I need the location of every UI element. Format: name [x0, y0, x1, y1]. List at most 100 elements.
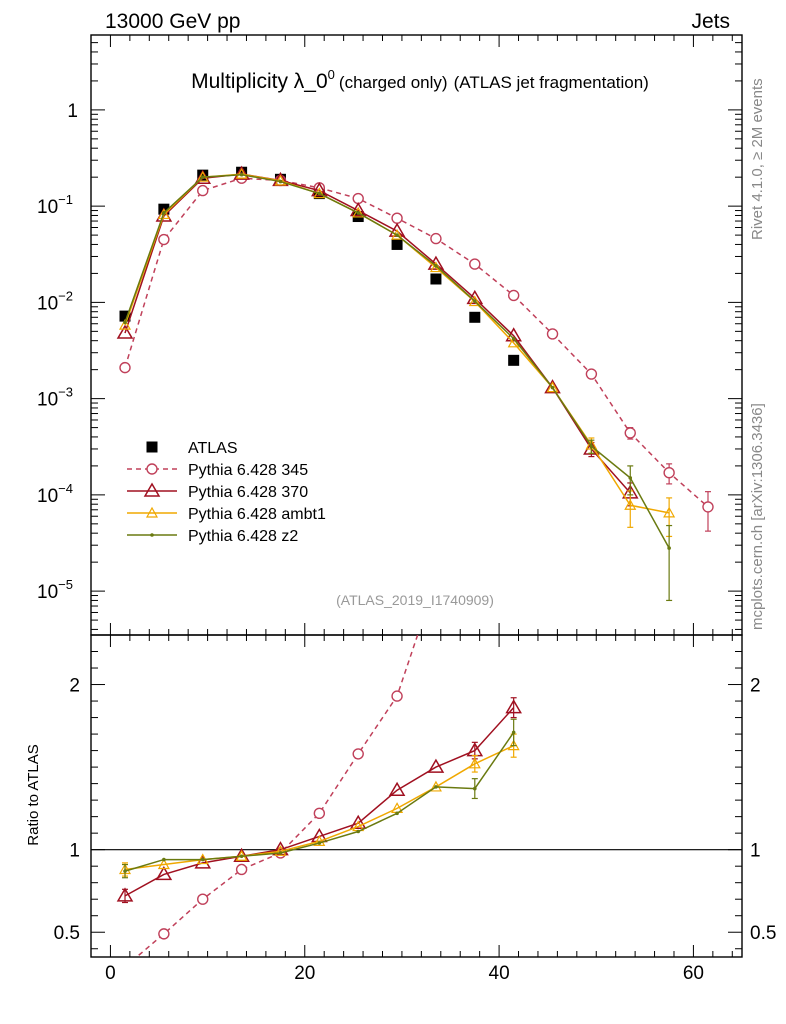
- top-point-z2: [511, 336, 516, 341]
- x-tick-label: 60: [683, 963, 704, 984]
- top-series-data: [119, 166, 520, 366]
- ratio-point-p345: [352, 748, 364, 760]
- top-point-data: [430, 273, 442, 285]
- x-tick-label: 20: [294, 963, 315, 984]
- top-point-data: [391, 238, 403, 250]
- ratio-series-z2: [122, 718, 517, 879]
- top-point-data: [236, 166, 248, 178]
- legend-marker: [145, 506, 159, 518]
- top-point-p370: [233, 165, 250, 180]
- axis-ticks: [91, 34, 742, 957]
- header-left: 13000 GeV pp: [105, 10, 240, 33]
- ratio-ylabel: Ratio to ATLAS: [25, 744, 42, 845]
- ratio-point-z2: [317, 841, 322, 845]
- ratio-series-p370: [116, 697, 522, 904]
- top-point-z2: [434, 263, 438, 268]
- top-point-p370: [349, 202, 367, 217]
- rivet-label: Rivet 4.1.0, ≥ 2M events: [749, 78, 766, 240]
- top-point-data: [508, 354, 520, 366]
- ratio-line-p345: [135, 635, 419, 957]
- ratio-point-p345: [391, 690, 403, 702]
- top-point-z2: [667, 546, 671, 550]
- top-point-z2: [395, 233, 399, 237]
- top-point-z2: [628, 476, 633, 480]
- legend-label: Pythia 6.428 370: [188, 484, 308, 501]
- top-point-p345: [391, 212, 403, 224]
- ratio-frame: [90, 634, 743, 958]
- top-point-ambt1: [468, 295, 481, 307]
- ratio-line-p370: [124, 707, 515, 897]
- ratio-point-p370: [349, 814, 367, 829]
- top-point-data: [197, 169, 209, 181]
- ratio-point-ambt1: [468, 757, 481, 769]
- top-point-z2: [356, 211, 361, 215]
- ratio-point-z2: [511, 730, 516, 735]
- y-tick-label: 10−3: [37, 385, 73, 411]
- ratio-point-z2: [162, 857, 166, 862]
- top-point-ambt1: [663, 506, 676, 518]
- ratio-point-p345: [313, 807, 326, 820]
- top-point-p345: [119, 361, 131, 374]
- ratio-point-z2: [123, 869, 127, 873]
- top-point-z2: [239, 172, 244, 177]
- top-point-p345: [158, 233, 170, 246]
- x-tick-label: 0: [105, 963, 116, 984]
- ratio-y-tick-label: 1: [69, 841, 80, 862]
- y-tick-label: 10−4: [37, 481, 73, 507]
- ratio-point-z2: [239, 854, 244, 859]
- top-point-ambt1: [118, 318, 132, 330]
- top-point-ambt1: [235, 167, 248, 179]
- ratio-y-tick-label: 0.5: [54, 923, 80, 944]
- analysis-id: (ATLAS_2019_I1740909): [336, 592, 494, 608]
- x-tick-label: 40: [489, 963, 510, 984]
- ratio-y-tick-label-right: 0.5: [750, 923, 776, 944]
- ratio-point-p345: [158, 928, 170, 940]
- ratio-point-ambt1: [157, 858, 170, 870]
- ratio-line-ambt1: [124, 744, 514, 871]
- legend-label: Pythia 6.428 z2: [188, 528, 298, 545]
- ratio-point-p370: [388, 781, 406, 796]
- top-point-p345: [469, 258, 481, 270]
- y-tick-label: 10−1: [37, 192, 73, 218]
- top-point-p345: [585, 368, 598, 380]
- top-point-p345: [546, 328, 559, 340]
- legend-marker: [146, 441, 158, 453]
- top-series-p345: [119, 172, 714, 532]
- tick-labels: 0 20 40 60 10−5 10−4 10−3 10−2 10−1 1 0.5 0.5 1 1 2 2: [37, 101, 776, 984]
- top-point-z2: [200, 175, 205, 179]
- y-tick-label: 10−2: [37, 288, 73, 314]
- legend-marker: [150, 533, 154, 537]
- top-point-ambt1: [391, 228, 404, 240]
- top-point-z2: [472, 299, 477, 303]
- legend-marker: [146, 463, 158, 475]
- ratio-point-p370: [427, 758, 445, 773]
- ratio-point-p345: [120, 962, 130, 972]
- legend-label: Pythia 6.428 345: [188, 462, 308, 479]
- top-series-z2: [123, 172, 673, 602]
- ratio-line-z2: [124, 731, 515, 872]
- top-point-p345: [702, 501, 714, 513]
- top-point-z2: [317, 191, 322, 196]
- top-point-z2: [123, 320, 127, 325]
- ratio-point-p370: [155, 865, 173, 881]
- top-point-p345: [197, 184, 209, 197]
- ratio-point-p370: [505, 699, 522, 714]
- main-frame: [90, 34, 743, 636]
- legend: ATLAS Pythia 6.428 345 Pythia 6.428 370 Pyt…: [127, 440, 326, 545]
- ratio-series-ambt1: [118, 733, 520, 877]
- ratio-y-tick-label-right: 2: [750, 676, 761, 697]
- ratio-point-z2: [472, 786, 477, 791]
- ratio-point-p345: [235, 863, 248, 876]
- series-marks: [116, 165, 714, 972]
- top-point-p345: [352, 192, 364, 205]
- ratio-point-z2: [278, 851, 283, 855]
- top-point-ambt1: [157, 208, 170, 220]
- top-point-p345: [663, 466, 675, 479]
- top-point-z2: [162, 211, 166, 215]
- top-point-ambt1: [624, 499, 637, 510]
- top-point-data: [119, 310, 131, 322]
- top-point-ambt1: [546, 381, 559, 393]
- ratio-point-p370: [116, 887, 134, 902]
- legend-label: Pythia 6.428 ambt1: [188, 506, 326, 523]
